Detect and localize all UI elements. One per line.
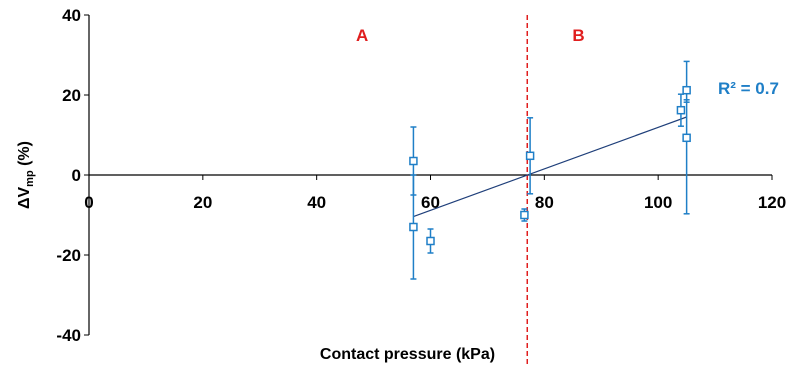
y-axis-title-unit: (%) bbox=[16, 141, 33, 166]
axes bbox=[84, 14, 773, 336]
x-tick-label: 40 bbox=[307, 193, 326, 212]
y-axis-title-subscript: mp bbox=[24, 170, 36, 187]
region-label: B bbox=[572, 26, 584, 45]
trendline-group bbox=[413, 116, 687, 218]
point-marker bbox=[682, 133, 691, 143]
point-marker bbox=[676, 105, 686, 115]
x-tick-label: 100 bbox=[644, 193, 672, 212]
y-tick-labels: -40 -20 0 20 40 bbox=[56, 6, 81, 345]
point-marker bbox=[525, 151, 535, 161]
data-point bbox=[682, 99, 691, 215]
y-axis-title-main: ΔV bbox=[16, 187, 33, 210]
data-point bbox=[426, 228, 435, 254]
data-points bbox=[409, 60, 691, 280]
x-tick-label: 0 bbox=[84, 193, 93, 212]
point-marker bbox=[409, 222, 418, 232]
y-axis-title: ΔVmp (%) bbox=[16, 141, 36, 209]
y-tick-label: 0 bbox=[72, 166, 81, 185]
x-axis-title: Contact pressure (kPa) bbox=[320, 346, 495, 363]
point-marker bbox=[426, 236, 435, 246]
x-tick-label: 80 bbox=[535, 193, 554, 212]
x-tick-label: 120 bbox=[758, 193, 786, 212]
x-tick-labels: 0 20 40 60 80 100 120 bbox=[84, 193, 786, 212]
y-tick-label: -40 bbox=[56, 326, 81, 345]
point-marker bbox=[520, 210, 529, 220]
data-point bbox=[409, 174, 418, 280]
data-point bbox=[520, 208, 529, 222]
data-point bbox=[676, 93, 686, 127]
x-tick-label: 20 bbox=[193, 193, 212, 212]
point-marker bbox=[682, 85, 691, 95]
trendline bbox=[413, 116, 687, 218]
x-tick-label: 60 bbox=[421, 193, 440, 212]
y-tick-label: 40 bbox=[62, 6, 81, 25]
point-marker bbox=[409, 156, 418, 166]
region-label: A bbox=[356, 26, 368, 45]
y-tick-label: -20 bbox=[56, 246, 81, 265]
data-point bbox=[682, 60, 691, 103]
r-squared-annotation: R² = 0.7 bbox=[718, 79, 779, 98]
data-point bbox=[525, 117, 535, 195]
y-tick-label: 20 bbox=[62, 86, 81, 105]
